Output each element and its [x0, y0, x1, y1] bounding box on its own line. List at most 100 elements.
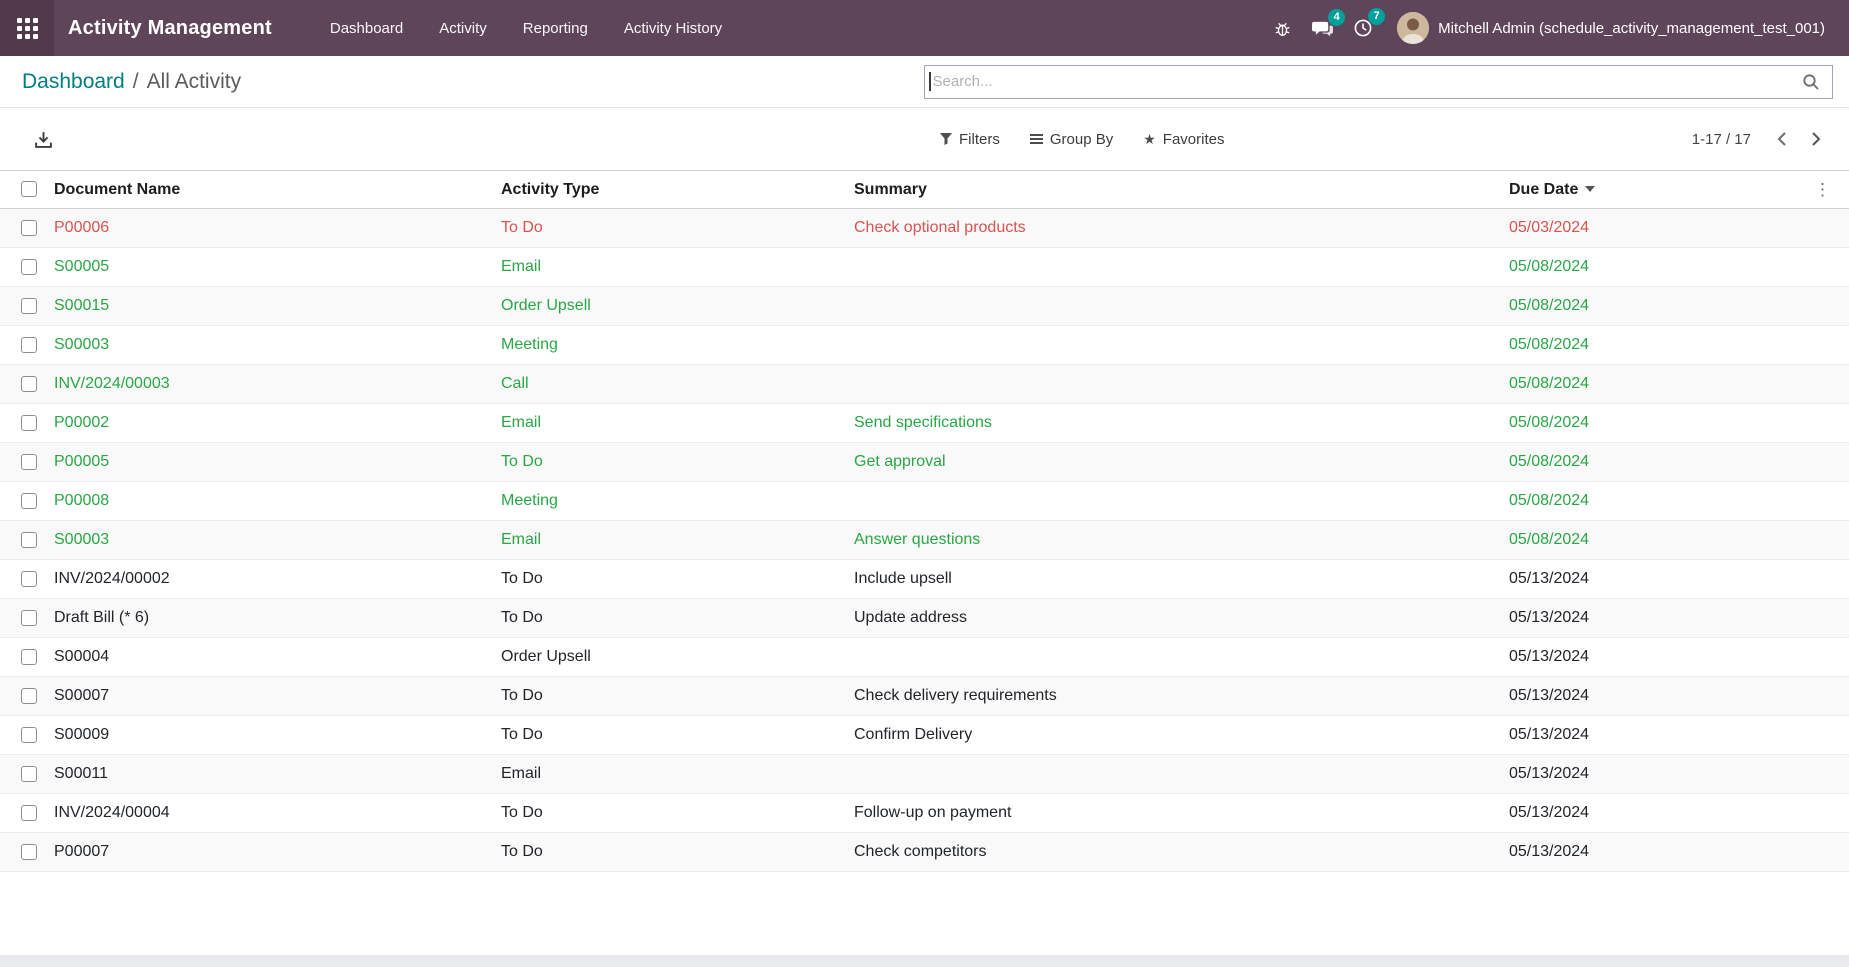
debug-menu-button[interactable] — [1263, 11, 1302, 46]
table-row[interactable]: Draft Bill (* 6) To Do Update address 05… — [0, 598, 1849, 638]
table-row[interactable]: S00003 Email Answer questions 05/08/2024 — [0, 520, 1849, 560]
cell-document-name: INV/2024/00002 — [48, 559, 495, 599]
row-checkbox[interactable] — [21, 609, 37, 626]
row-checkbox[interactable] — [21, 804, 37, 821]
activities-menu-button[interactable]: 7 — [1343, 8, 1386, 46]
pager-previous-button[interactable] — [1773, 127, 1791, 151]
breadcrumb-separator: / — [132, 69, 139, 93]
table-row[interactable]: S00004 Order Upsell 05/13/2024 — [0, 637, 1849, 677]
row-checkbox[interactable] — [21, 570, 37, 587]
activity-table-body: P00006 To Do Check optional products 05/… — [0, 208, 1849, 872]
user-menu-button[interactable]: Mitchell Admin (schedule_activity_manage… — [1397, 12, 1825, 44]
filters-button[interactable]: Filters — [940, 131, 1000, 148]
search-submit-button[interactable] — [1800, 71, 1822, 93]
cell-activity-type: To Do — [495, 208, 848, 248]
table-row[interactable]: S00011 Email 05/13/2024 — [0, 754, 1849, 794]
header-document-name[interactable]: Document Name — [48, 170, 495, 209]
cell-activity-type: Meeting — [495, 325, 848, 365]
cell-due-date: 05/13/2024 — [1503, 598, 1804, 638]
sort-caret-icon — [1585, 186, 1596, 193]
cell-summary: Check optional products — [848, 208, 1503, 248]
cell-options-spacer — [1804, 793, 1849, 833]
table-row[interactable]: S00003 Meeting 05/08/2024 — [0, 325, 1849, 365]
menu-activity-history[interactable]: Activity History — [623, 19, 723, 37]
cell-document-name: INV/2024/00004 — [48, 793, 495, 833]
cell-summary: Follow-up on payment — [848, 793, 1503, 833]
table-header-row: Document Name Activity Type Summary Due … — [0, 170, 1849, 209]
header-summary[interactable]: Summary — [848, 170, 1503, 209]
bottom-strip — [0, 955, 1849, 967]
cell-document-name: S00004 — [48, 637, 495, 677]
table-row[interactable]: S00009 To Do Confirm Delivery 05/13/2024 — [0, 715, 1849, 755]
app-title[interactable]: Activity Management — [68, 16, 272, 39]
cell-options-spacer — [1804, 598, 1849, 638]
row-checkbox[interactable] — [21, 297, 37, 314]
menu-reporting[interactable]: Reporting — [522, 19, 588, 37]
row-checkbox[interactable] — [21, 726, 37, 743]
table-row[interactable]: P00006 To Do Check optional products 05/… — [0, 208, 1849, 248]
select-all-checkbox[interactable] — [21, 181, 37, 198]
pager: 1-17 / 17 — [1692, 127, 1825, 151]
top-navbar: Activity Management Dashboard Activity R… — [0, 0, 1849, 56]
cell-activity-type: To Do — [495, 442, 848, 482]
row-checkbox[interactable] — [21, 258, 37, 275]
table-row[interactable]: P00002 Email Send specifications 05/08/2… — [0, 403, 1849, 443]
menu-activity[interactable]: Activity — [439, 19, 487, 37]
optional-columns-button[interactable]: ⋮ — [1810, 179, 1835, 200]
table-row[interactable]: P00007 To Do Check competitors 05/13/202… — [0, 832, 1849, 872]
apps-menu-button[interactable] — [0, 0, 54, 56]
cell-options-spacer — [1804, 286, 1849, 326]
row-checkbox[interactable] — [21, 453, 37, 470]
cell-document-name: S00015 — [48, 286, 495, 326]
cell-activity-type: Order Upsell — [495, 286, 848, 326]
row-checkbox[interactable] — [21, 219, 37, 236]
chevron-right-icon — [1812, 132, 1821, 146]
export-button[interactable] — [30, 126, 57, 153]
breadcrumb-dashboard-link[interactable]: Dashboard — [22, 69, 125, 93]
table-row[interactable]: INV/2024/00004 To Do Follow-up on paymen… — [0, 793, 1849, 833]
row-checkbox[interactable] — [21, 375, 37, 392]
text-cursor — [929, 72, 931, 91]
cell-activity-type: To Do — [495, 559, 848, 599]
group-by-button[interactable]: Group By — [1029, 131, 1113, 148]
cell-summary — [848, 364, 1503, 404]
table-row[interactable]: S00015 Order Upsell 05/08/2024 — [0, 286, 1849, 326]
favorites-button[interactable]: ★ Favorites — [1143, 131, 1224, 148]
row-checkbox[interactable] — [21, 843, 37, 860]
row-checkbox[interactable] — [21, 687, 37, 704]
cell-activity-type: To Do — [495, 832, 848, 872]
pager-range-label: 1-17 / 17 — [1691, 130, 1751, 148]
menu-dashboard[interactable]: Dashboard — [329, 19, 404, 37]
user-avatar — [1397, 12, 1430, 44]
cell-summary — [848, 637, 1503, 677]
table-row[interactable]: S00007 To Do Check delivery requirements… — [0, 676, 1849, 716]
table-row[interactable]: P00008 Meeting 05/08/2024 — [0, 481, 1849, 521]
table-row[interactable]: S00005 Email 05/08/2024 — [0, 247, 1849, 287]
row-checkbox[interactable] — [21, 531, 37, 548]
cell-summary — [848, 325, 1503, 365]
cell-due-date: 05/13/2024 — [1503, 676, 1804, 716]
cell-activity-type: Order Upsell — [495, 637, 848, 677]
row-checkbox[interactable] — [21, 648, 37, 665]
row-checkbox[interactable] — [21, 765, 37, 782]
bug-icon — [1275, 22, 1290, 36]
search-input[interactable] — [930, 73, 1800, 90]
header-due-date[interactable]: Due Date — [1503, 170, 1804, 209]
cell-summary: Update address — [848, 598, 1503, 638]
pager-next-button[interactable] — [1807, 127, 1825, 151]
row-checkbox[interactable] — [21, 336, 37, 353]
cell-activity-type: To Do — [495, 676, 848, 716]
messages-menu-button[interactable]: 4 — [1302, 8, 1346, 46]
header-activity-type[interactable]: Activity Type — [495, 170, 848, 209]
row-checkbox[interactable] — [21, 414, 37, 431]
cell-options-spacer — [1804, 559, 1849, 599]
table-row[interactable]: INV/2024/00003 Call 05/08/2024 — [0, 364, 1849, 404]
table-row[interactable]: INV/2024/00002 To Do Include upsell 05/1… — [0, 559, 1849, 599]
navbar-right-zone: 4 7 Mitchell Admin (schedule_activity_ma… — [1263, 8, 1849, 46]
row-checkbox[interactable] — [21, 492, 37, 509]
filter-funnel-icon — [940, 133, 952, 145]
breadcrumb-search-row: Dashboard / All Activity — [0, 56, 1849, 108]
cell-document-name: P00002 — [48, 403, 495, 443]
table-row[interactable]: P00005 To Do Get approval 05/08/2024 — [0, 442, 1849, 482]
cell-due-date: 05/13/2024 — [1503, 832, 1804, 872]
